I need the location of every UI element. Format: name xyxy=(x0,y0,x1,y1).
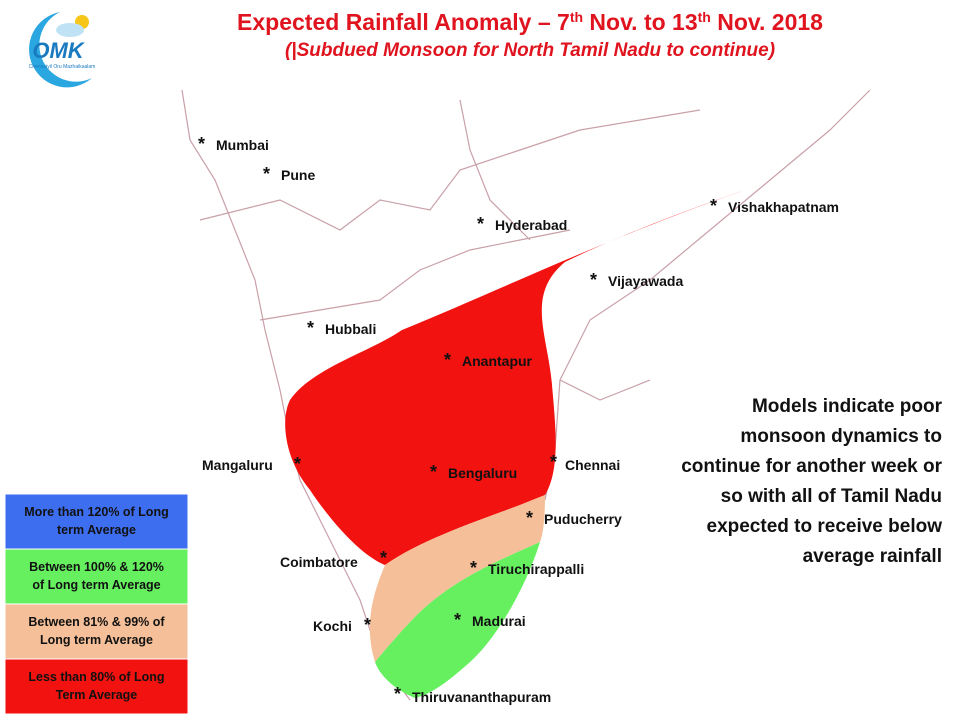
city-marker: * xyxy=(430,462,437,482)
note-line: monsoon dynamics to xyxy=(740,426,942,447)
logo-name: OMK xyxy=(32,38,85,63)
city-marker: * xyxy=(470,558,477,578)
legend-swatch xyxy=(4,493,189,550)
city-marker: * xyxy=(394,684,401,704)
subtitle: (|Subdued Monsoon for North Tamil Nadu t… xyxy=(285,40,775,61)
note-line: average rainfall xyxy=(803,546,942,567)
title-part: Nov. 2018 xyxy=(711,9,823,35)
logo: OMK Chennaiyil Oru Mazhaikaalam xyxy=(29,12,96,88)
city-label: Hyderabad xyxy=(495,217,567,233)
title: Expected Rainfall Anomaly – 7th Nov. to … xyxy=(237,9,823,35)
city-marker: * xyxy=(454,610,461,630)
city-label: Chennai xyxy=(565,457,620,473)
note-line: continue for another week or xyxy=(681,456,942,477)
legend-label: More than 120% of Long xyxy=(24,505,168,519)
title-sup: th xyxy=(570,9,583,25)
logo-moon xyxy=(29,12,92,88)
legend-swatch xyxy=(4,548,189,605)
logo-cloud xyxy=(56,23,84,37)
city-label: Thiruvananthapuram xyxy=(412,689,551,705)
city-marker: * xyxy=(477,214,484,234)
city-label: Vishakhapatnam xyxy=(728,199,839,215)
city-label: Bengaluru xyxy=(448,465,517,481)
city-marker: * xyxy=(364,615,371,635)
city-label: Kochi xyxy=(313,618,352,634)
state-border xyxy=(459,99,531,241)
legend-label: term Average xyxy=(57,523,136,537)
note-line: Models indicate poor xyxy=(752,396,943,417)
legend-label: Between 100% & 120% xyxy=(29,560,164,574)
logo-tagline: Chennaiyil Oru Mazhaikaalam xyxy=(29,64,96,70)
legend-label: Term Average xyxy=(56,688,138,702)
city-marker: * xyxy=(294,454,301,474)
city-marker: * xyxy=(307,318,314,338)
city-labels: * Mumbai * Pune * Hyderabad * Vishakhapatnam… xyxy=(198,134,839,705)
city-marker: * xyxy=(550,452,557,472)
city-label: Puducherry xyxy=(544,511,622,527)
note-line: expected to receive below xyxy=(707,516,943,537)
legend-swatch xyxy=(4,603,189,660)
city-label: Mumbai xyxy=(216,137,269,153)
region-below-80 xyxy=(285,185,760,565)
city-marker: * xyxy=(380,548,387,568)
legend: More than 120% of Long term Average Betwee… xyxy=(4,493,189,715)
city-marker: * xyxy=(526,508,533,528)
title-sup: th xyxy=(698,9,711,25)
city-marker: * xyxy=(444,350,451,370)
title-part: Nov. to 13 xyxy=(583,9,698,35)
state-border xyxy=(559,379,651,401)
coastline xyxy=(181,89,411,701)
city-label: Vijayawada xyxy=(608,273,683,289)
legend-label: Between 81% & 99% of xyxy=(28,615,165,629)
note: Models indicate poor monsoon dynamics to c… xyxy=(681,396,942,567)
state-border xyxy=(199,109,701,231)
region-81-99 xyxy=(369,495,545,662)
city-label: Anantapur xyxy=(462,353,533,369)
legend-swatch xyxy=(4,658,189,715)
region-100-120 xyxy=(375,542,540,698)
state-border xyxy=(259,229,571,321)
city-label: Madurai xyxy=(472,613,526,629)
city-label: Tiruchirappalli xyxy=(488,561,584,577)
city-label: Mangaluru xyxy=(202,457,273,473)
title-part: Expected Rainfall Anomaly – 7 xyxy=(237,9,570,35)
city-label: Pune xyxy=(281,167,315,183)
coastline xyxy=(544,89,871,501)
legend-label: Long term Average xyxy=(40,633,153,647)
city-marker: * xyxy=(590,270,597,290)
city-marker: * xyxy=(710,196,717,216)
legend-label: Less than 80% of Long xyxy=(28,670,164,684)
city-label: Coimbatore xyxy=(280,554,358,570)
city-marker: * xyxy=(263,164,270,184)
city-label: Hubbali xyxy=(325,321,376,337)
note-line: so with all of Tamil Nadu xyxy=(721,486,942,507)
city-marker: * xyxy=(198,134,205,154)
legend-label: of Long term Average xyxy=(32,578,160,592)
